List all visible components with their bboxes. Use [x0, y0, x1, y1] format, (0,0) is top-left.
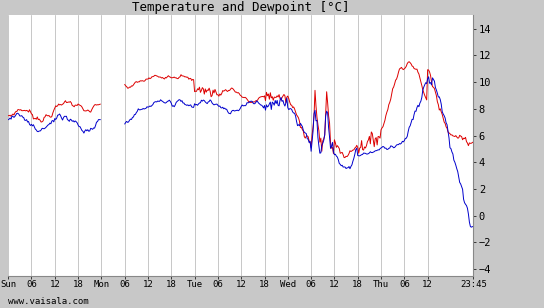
Text: www.vaisala.com: www.vaisala.com [8, 298, 89, 306]
Title: Temperature and Dewpoint [°C]: Temperature and Dewpoint [°C] [132, 1, 349, 14]
